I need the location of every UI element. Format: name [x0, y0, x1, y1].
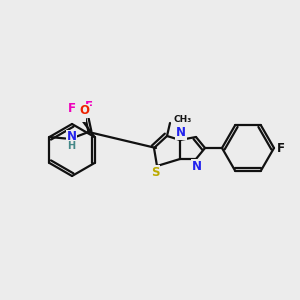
Text: N: N	[176, 127, 186, 140]
Text: N: N	[67, 130, 76, 143]
Text: F: F	[68, 101, 76, 115]
Text: F: F	[277, 142, 285, 154]
Text: F: F	[85, 100, 92, 112]
Text: S: S	[151, 166, 159, 178]
Text: N: N	[192, 160, 202, 172]
Text: H: H	[68, 141, 76, 151]
Text: O: O	[80, 104, 89, 118]
Text: F: F	[77, 109, 86, 122]
Text: CH₃: CH₃	[173, 116, 191, 124]
